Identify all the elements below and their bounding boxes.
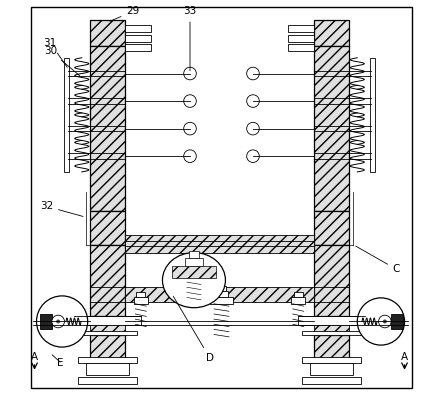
FancyBboxPatch shape [288, 44, 314, 51]
FancyBboxPatch shape [40, 314, 52, 329]
FancyBboxPatch shape [172, 266, 216, 278]
Circle shape [56, 320, 60, 324]
FancyBboxPatch shape [288, 34, 314, 41]
FancyBboxPatch shape [217, 286, 226, 291]
Text: 29: 29 [110, 6, 140, 21]
FancyBboxPatch shape [302, 377, 361, 384]
FancyBboxPatch shape [74, 316, 141, 325]
FancyBboxPatch shape [291, 297, 305, 304]
FancyBboxPatch shape [78, 331, 137, 335]
FancyBboxPatch shape [125, 235, 314, 253]
FancyBboxPatch shape [310, 363, 354, 374]
FancyBboxPatch shape [78, 357, 137, 363]
FancyBboxPatch shape [215, 291, 228, 297]
Circle shape [247, 122, 259, 135]
Text: 32: 32 [40, 201, 83, 216]
FancyBboxPatch shape [288, 25, 314, 32]
FancyBboxPatch shape [78, 377, 137, 384]
Circle shape [247, 67, 259, 80]
Circle shape [184, 67, 196, 80]
Ellipse shape [163, 253, 225, 308]
FancyBboxPatch shape [125, 287, 314, 302]
FancyBboxPatch shape [125, 44, 151, 51]
FancyBboxPatch shape [391, 314, 403, 329]
Text: 31: 31 [44, 38, 67, 67]
FancyBboxPatch shape [89, 211, 125, 245]
Text: A: A [401, 352, 408, 363]
FancyBboxPatch shape [136, 292, 145, 297]
FancyBboxPatch shape [314, 245, 350, 316]
FancyBboxPatch shape [314, 21, 350, 46]
Circle shape [247, 150, 259, 162]
FancyBboxPatch shape [64, 58, 69, 172]
FancyBboxPatch shape [89, 325, 125, 339]
Circle shape [184, 150, 196, 162]
FancyBboxPatch shape [125, 25, 151, 32]
FancyBboxPatch shape [294, 292, 303, 297]
FancyBboxPatch shape [185, 258, 202, 266]
Text: A: A [31, 352, 38, 363]
FancyBboxPatch shape [89, 21, 125, 46]
FancyBboxPatch shape [85, 363, 129, 374]
FancyBboxPatch shape [314, 46, 350, 211]
FancyBboxPatch shape [302, 357, 361, 363]
Circle shape [184, 122, 196, 135]
Circle shape [383, 320, 387, 324]
Text: C: C [356, 246, 400, 274]
Text: E: E [57, 357, 63, 368]
Text: 30: 30 [44, 46, 80, 76]
FancyBboxPatch shape [314, 211, 350, 245]
FancyBboxPatch shape [314, 335, 350, 363]
Circle shape [184, 95, 196, 107]
Circle shape [36, 296, 88, 347]
FancyBboxPatch shape [89, 46, 125, 211]
FancyBboxPatch shape [314, 325, 350, 339]
Text: 33: 33 [183, 6, 197, 71]
FancyBboxPatch shape [370, 58, 375, 172]
FancyBboxPatch shape [210, 297, 233, 304]
Circle shape [379, 315, 391, 328]
Text: D: D [173, 296, 214, 363]
FancyBboxPatch shape [298, 316, 365, 325]
FancyBboxPatch shape [125, 34, 151, 41]
Circle shape [247, 95, 259, 107]
FancyBboxPatch shape [134, 297, 148, 304]
Circle shape [358, 298, 404, 345]
FancyBboxPatch shape [189, 252, 199, 258]
FancyBboxPatch shape [302, 331, 361, 335]
FancyBboxPatch shape [89, 335, 125, 363]
Circle shape [52, 315, 64, 328]
FancyBboxPatch shape [89, 245, 125, 316]
